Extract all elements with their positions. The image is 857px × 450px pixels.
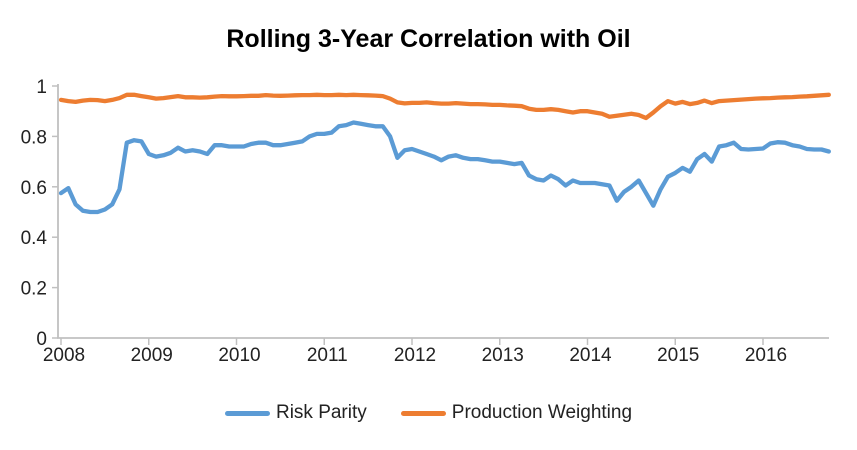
- legend: Risk Parity Production Weighting: [0, 402, 857, 424]
- x-tick-label: 2011: [307, 345, 348, 366]
- legend-label-production-weighting: Production Weighting: [451, 402, 633, 423]
- x-tick-label: 2016: [745, 345, 787, 366]
- x-tick-label: 2008: [43, 345, 85, 366]
- y-tick-label: 0.4: [21, 228, 48, 249]
- chart-title: Rolling 3-Year Correlation with Oil: [226, 25, 631, 53]
- x-tick-label: 2010: [218, 345, 260, 366]
- x-tick-label: 2014: [569, 345, 612, 366]
- legend-item-production-weighting: Production Weighting: [400, 402, 633, 424]
- y-tick-label: 0.6: [21, 178, 47, 199]
- x-tick-label: 2009: [131, 345, 173, 366]
- x-tick-label: 2012: [394, 345, 436, 366]
- production-weighting-line-swatch: [400, 410, 446, 416]
- legend-item-risk-parity: Risk Parity: [224, 402, 367, 424]
- y-tick-label: 0.2: [21, 279, 47, 300]
- series-line-risk-parity: [58, 120, 831, 215]
- y-tick-label: 0: [36, 329, 47, 350]
- risk-parity-line-swatch: [224, 410, 270, 416]
- y-tick-label: 0.8: [21, 127, 47, 148]
- series-line-production-weighting: [58, 92, 831, 121]
- x-tick-label: 2013: [482, 345, 524, 366]
- x-tick-label: 2015: [657, 345, 699, 366]
- legend-label-risk-parity: Risk Parity: [275, 402, 367, 423]
- y-tick-label: 1: [36, 77, 47, 98]
